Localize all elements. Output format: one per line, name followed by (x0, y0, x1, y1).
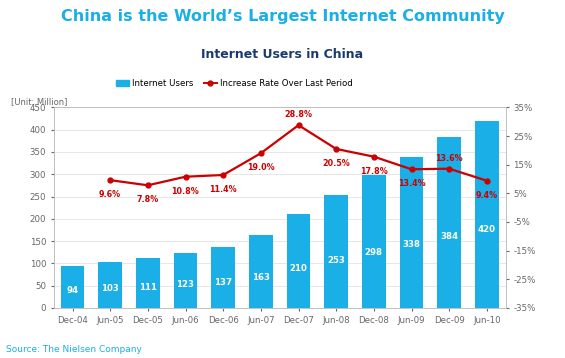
Bar (400, 157, 423, 308)
Text: 13.6%: 13.6% (436, 154, 463, 163)
Text: Source: The Nielsen Company: Source: The Nielsen Company (6, 345, 141, 354)
Text: 137: 137 (214, 278, 232, 287)
Text: 17.8%: 17.8% (360, 167, 388, 176)
Text: 253: 253 (327, 256, 345, 265)
Bar (98, 262, 122, 308)
Text: 298: 298 (365, 248, 383, 257)
Text: [Unit: Million]: [Unit: Million] (11, 97, 67, 106)
Bar (249, 235, 272, 308)
Text: 210: 210 (290, 264, 307, 273)
Bar (136, 258, 159, 308)
Text: 20.5%: 20.5% (322, 159, 350, 168)
Text: 111: 111 (139, 282, 157, 292)
Text: 7.8%: 7.8% (137, 195, 159, 204)
Bar (475, 121, 498, 308)
Text: 9.4%: 9.4% (476, 191, 498, 200)
Bar (437, 137, 461, 308)
Text: 19.0%: 19.0% (247, 163, 275, 172)
Text: 103: 103 (101, 284, 119, 293)
Bar (324, 195, 348, 308)
Text: 123: 123 (176, 280, 194, 289)
Text: 94: 94 (67, 286, 79, 295)
Text: 13.4%: 13.4% (398, 179, 425, 188)
Bar (287, 214, 310, 308)
Bar (61, 266, 84, 308)
Text: 384: 384 (440, 232, 458, 241)
Text: 9.6%: 9.6% (99, 190, 121, 199)
Text: 338: 338 (402, 240, 420, 249)
Text: 11.4%: 11.4% (210, 185, 237, 194)
Text: 10.8%: 10.8% (172, 187, 199, 196)
Text: Internet Users in China: Internet Users in China (202, 48, 363, 61)
Bar (174, 253, 197, 308)
Text: 420: 420 (478, 225, 496, 234)
Text: 163: 163 (252, 273, 270, 282)
Bar (362, 175, 385, 308)
Text: 28.8%: 28.8% (285, 110, 312, 120)
Text: China is the World’s Largest Internet Community: China is the World’s Largest Internet Co… (60, 9, 505, 24)
Bar (211, 247, 235, 308)
Legend: Internet Users, Increase Rate Over Last Period: Internet Users, Increase Rate Over Last … (112, 76, 357, 92)
